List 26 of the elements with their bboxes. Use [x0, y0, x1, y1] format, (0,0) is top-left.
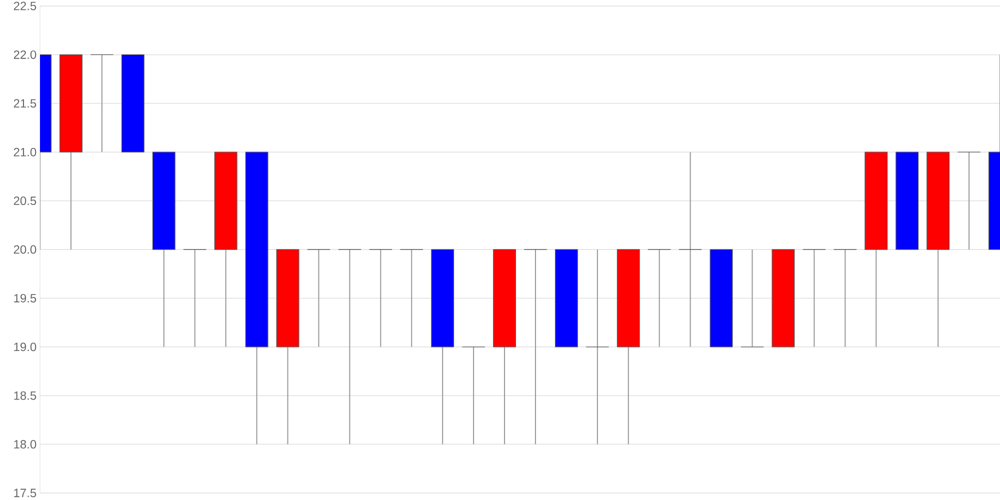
candlestick — [802, 249, 826, 348]
candlestick — [648, 249, 671, 348]
candlestick — [462, 346, 486, 445]
candlestick — [307, 249, 330, 348]
candlestick — [400, 249, 424, 348]
candlestick — [740, 249, 764, 348]
y-tick-label: 19.0 — [14, 342, 36, 352]
y-tick-label: 21.5 — [14, 99, 36, 108]
y-tick-label: 18.5 — [14, 391, 36, 400]
y-tick-label: 18.0 — [14, 440, 36, 449]
y-tick-label: 19.5 — [14, 294, 36, 302]
y-tick-label: 22.0 — [14, 50, 36, 59]
candlestick — [90, 54, 114, 153]
candlestick — [524, 249, 547, 445]
candlestick — [958, 152, 981, 250]
candlestick — [678, 152, 702, 348]
candlestick — [586, 249, 609, 445]
y-tick-label: 20.5 — [14, 196, 36, 206]
y-tick-label: 17.5 — [14, 488, 36, 498]
y-tick-label: 21.0 — [14, 148, 36, 156]
y-tick-label: 22.5 — [14, 2, 36, 10]
candlestick — [369, 249, 392, 348]
y-tick-label: 20.0 — [14, 245, 36, 254]
candlestick — [338, 249, 362, 445]
candlestick — [834, 249, 857, 348]
candlestick — [183, 249, 206, 348]
